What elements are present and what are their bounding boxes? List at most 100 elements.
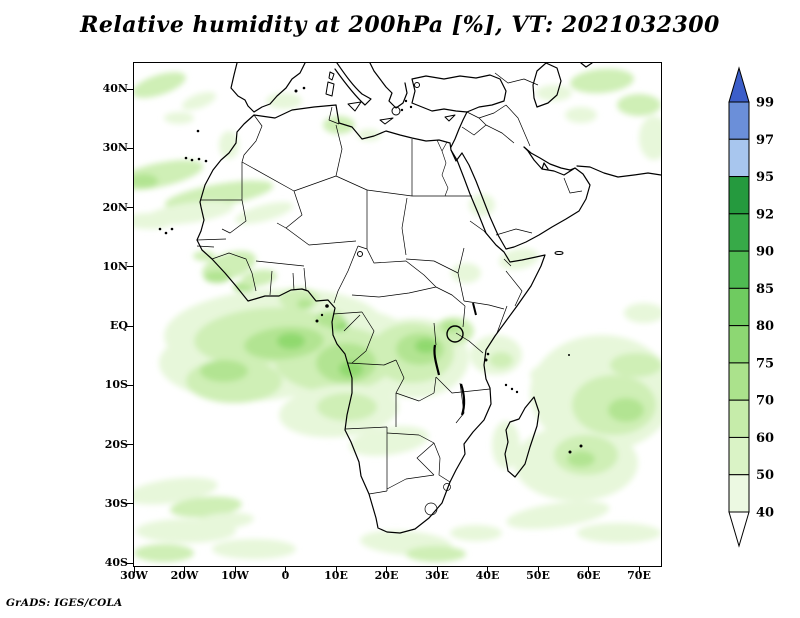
colorbar-tick-label: 99 <box>756 96 774 111</box>
lake-chad <box>357 251 363 257</box>
colorbar-segment <box>728 362 750 401</box>
x-axis-tick-label: 20E <box>374 569 399 582</box>
y-axis-tickmark <box>127 384 134 386</box>
credit-text: GrADS: IGES/COLA <box>6 597 123 609</box>
colorbar-segment <box>728 250 750 289</box>
colorbar-tick-label: 80 <box>756 319 774 334</box>
x-axis-tick-label: 30W <box>120 569 148 582</box>
lake-victoria <box>446 325 464 343</box>
africa-coastline <box>196 104 546 534</box>
lake-malawi <box>459 383 466 416</box>
y-axis-tickmark <box>127 266 134 268</box>
colorbar-segment <box>728 101 750 140</box>
x-axis-tickmark <box>436 566 438 573</box>
x-axis-tick-label: 60E <box>576 569 601 582</box>
x-axis-tickmark <box>638 566 640 573</box>
colorbar-tick-label: 92 <box>756 207 774 222</box>
italy-coastline <box>334 63 372 106</box>
aral-sea-edge <box>580 63 593 68</box>
iran-coastline <box>523 146 661 178</box>
x-axis-tick-label: 50E <box>526 569 550 582</box>
colorbar-segment <box>728 138 750 178</box>
humidity-shading <box>134 68 661 562</box>
x-axis-tickmark <box>234 566 236 573</box>
small-islands <box>158 86 583 454</box>
x-axis-tickmark <box>133 566 135 573</box>
country-borders <box>196 72 583 516</box>
colorbar-tick-label: 70 <box>756 394 774 409</box>
crete <box>379 117 394 125</box>
lakes-and-islands <box>325 71 564 416</box>
y-axis-tick-label: 20S <box>104 437 128 451</box>
levant-coastline <box>450 111 468 148</box>
y-axis-tickmark <box>127 147 134 149</box>
x-axis-tick-label: 10W <box>221 569 249 582</box>
x-axis-tick-label: 0 <box>281 569 290 582</box>
x-axis-tickmark <box>285 566 286 573</box>
y-axis-tick-label: 10N <box>102 259 128 273</box>
y-axis-tick-label: 40S <box>104 556 128 569</box>
y-axis-tick-label: 30N <box>102 141 128 155</box>
iberia-coastline <box>230 63 306 113</box>
africa-map-svg <box>134 63 661 562</box>
x-axis-tickmark <box>386 566 387 573</box>
colorbar-tick-label: 85 <box>756 282 774 297</box>
y-axis-tick-label: 10S <box>104 378 128 392</box>
x-axis-tick-label: 30E <box>425 569 449 582</box>
colorbar-segment <box>728 287 750 327</box>
sicily <box>347 101 362 112</box>
caspian-sea-outline <box>532 63 562 108</box>
plot-title: Relative humidity at 200hPa [%], VT: 202… <box>80 12 720 38</box>
x-axis-tickmark <box>184 566 185 573</box>
socotra <box>554 251 564 255</box>
colorbar-segment <box>728 325 750 364</box>
x-axis-tick-label: 20W <box>170 569 199 582</box>
colorbar-tick-label: 95 <box>756 170 774 185</box>
x-axis-tickmark <box>588 566 589 573</box>
y-axis-tickmark <box>127 325 134 327</box>
x-axis-tick-label: 70E <box>627 569 651 582</box>
y-axis-tickmark <box>127 207 134 208</box>
cyprus <box>444 114 456 122</box>
y-axis-tick-label: 30S <box>104 496 128 510</box>
colorbar: 99 97 95 92 90 85 80 75 70 60 50 40 <box>726 66 796 552</box>
marmara <box>414 82 420 88</box>
colorbar-segment <box>728 399 750 438</box>
colorbar-svg: 99 97 95 92 90 85 80 75 70 60 50 40 <box>728 66 774 548</box>
balkans-greece-coastline <box>369 63 408 109</box>
x-axis-tickmark <box>487 566 488 573</box>
peloponnese <box>391 106 401 116</box>
colorbar-segment <box>728 436 750 476</box>
x-axis-tick-label: 40E <box>475 569 500 582</box>
x-axis-tickmark <box>335 566 337 573</box>
y-axis-tick-label: EQ <box>110 319 128 332</box>
colorbar-segment <box>728 176 750 215</box>
coastlines <box>196 63 661 534</box>
colorbar-tick-label: 60 <box>756 431 774 446</box>
corsica <box>328 71 335 81</box>
sardinia <box>325 81 335 97</box>
map-plot-area: 40N 30N 20N 10N EQ 10S 20S 30S 40S 30W 20W 10W 0 10E 2… <box>103 62 662 582</box>
colorbar-tick-label: 90 <box>756 245 774 260</box>
colorbar-segment <box>728 474 750 513</box>
lake-turkana <box>472 302 477 316</box>
y-axis-tickmark <box>127 503 134 505</box>
arabia-coastline <box>461 146 591 250</box>
qatar-coastline <box>541 162 549 170</box>
colorbar-segment <box>728 213 750 252</box>
madagascar-coastline <box>504 396 540 478</box>
sinai-coastline <box>450 149 463 162</box>
colorbar-tick-label: 97 <box>756 133 774 148</box>
colorbar-over-arrow <box>728 66 750 103</box>
y-axis-tickmark <box>127 444 134 445</box>
colorbar-tick-label: 75 <box>756 356 774 371</box>
x-axis-tick-label: 10E <box>324 569 348 582</box>
y-axis-tick-label: 40N <box>102 82 128 95</box>
colorbar-under-arrow <box>728 511 750 548</box>
colorbar-tick-label: 40 <box>756 506 774 521</box>
y-axis-tickmark <box>127 88 134 90</box>
anatolia-coastline <box>411 74 507 113</box>
lake-tanganyika <box>433 344 441 376</box>
y-axis-tickmark <box>127 562 134 564</box>
